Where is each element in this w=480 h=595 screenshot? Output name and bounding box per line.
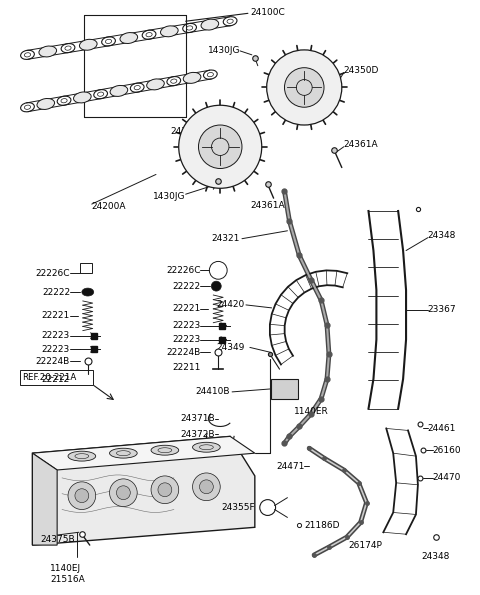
Ellipse shape: [110, 86, 128, 96]
Ellipse shape: [109, 448, 137, 458]
Polygon shape: [33, 436, 255, 470]
Ellipse shape: [82, 288, 94, 296]
Text: 24361A: 24361A: [344, 140, 378, 149]
Circle shape: [117, 486, 130, 500]
Circle shape: [267, 50, 342, 125]
Polygon shape: [33, 436, 255, 545]
Text: 24349: 24349: [216, 343, 245, 352]
Text: 22224B: 22224B: [36, 357, 70, 366]
Bar: [80, 264, 92, 273]
Circle shape: [199, 125, 242, 168]
Ellipse shape: [201, 19, 219, 30]
Text: 24375B: 24375B: [40, 535, 75, 544]
Text: REF.20-221A: REF.20-221A: [23, 372, 77, 381]
Text: 26174P: 26174P: [349, 541, 383, 550]
Ellipse shape: [151, 445, 179, 455]
Text: 22221: 22221: [172, 305, 201, 314]
Text: 26160: 26160: [433, 446, 461, 455]
Ellipse shape: [37, 99, 55, 109]
Text: 24321: 24321: [212, 234, 240, 243]
Text: 24470: 24470: [433, 474, 461, 483]
Circle shape: [211, 281, 221, 291]
Text: 24348: 24348: [421, 552, 450, 561]
Text: 24371B: 24371B: [180, 414, 216, 423]
Ellipse shape: [68, 451, 96, 461]
Polygon shape: [33, 453, 57, 545]
Text: 24100C: 24100C: [250, 8, 285, 17]
Circle shape: [75, 488, 89, 503]
Text: 22212: 22212: [42, 374, 70, 384]
Text: 24410B: 24410B: [196, 387, 230, 396]
Text: 24348: 24348: [428, 231, 456, 240]
Text: 24372B: 24372B: [181, 430, 216, 439]
Text: 22226C: 22226C: [166, 266, 201, 275]
Ellipse shape: [80, 39, 97, 50]
Text: 1430JG: 1430JG: [153, 192, 186, 201]
Circle shape: [285, 68, 324, 107]
Text: 24355F: 24355F: [221, 503, 255, 512]
Text: 22222: 22222: [172, 281, 201, 290]
Circle shape: [151, 476, 179, 503]
Bar: [271, 379, 298, 399]
Text: 22226C: 22226C: [36, 269, 70, 278]
Ellipse shape: [160, 26, 178, 37]
Ellipse shape: [120, 33, 138, 43]
Ellipse shape: [183, 73, 201, 83]
Text: 24350D: 24350D: [344, 66, 379, 75]
Ellipse shape: [147, 79, 164, 90]
Text: 23367: 23367: [428, 305, 456, 314]
Text: 21186D: 21186D: [304, 521, 340, 530]
Text: 22223: 22223: [42, 331, 70, 340]
Text: 24370B: 24370B: [171, 127, 205, 136]
Text: 22224B: 22224B: [166, 348, 201, 357]
Ellipse shape: [39, 46, 57, 57]
Ellipse shape: [192, 442, 220, 452]
Text: 22223: 22223: [172, 335, 201, 344]
Ellipse shape: [73, 92, 91, 103]
Text: 24461: 24461: [428, 424, 456, 433]
Text: 22222: 22222: [42, 287, 70, 296]
Text: 22223: 22223: [42, 345, 70, 354]
Circle shape: [158, 483, 172, 497]
Text: 22223: 22223: [172, 321, 201, 330]
Circle shape: [109, 479, 137, 506]
Text: 22221: 22221: [42, 311, 70, 320]
Text: 24471: 24471: [276, 462, 304, 471]
Text: 21516A: 21516A: [50, 575, 85, 584]
Circle shape: [68, 482, 96, 509]
Text: 1430JG: 1430JG: [207, 46, 240, 55]
Text: 22211: 22211: [172, 363, 201, 372]
Text: 1140ER: 1140ER: [294, 407, 329, 416]
Circle shape: [200, 480, 213, 494]
Circle shape: [192, 473, 220, 500]
Text: 24361A: 24361A: [251, 201, 285, 210]
Text: 24200A: 24200A: [92, 202, 126, 211]
Text: 1140EJ: 1140EJ: [50, 564, 81, 574]
Text: 24420: 24420: [216, 300, 245, 309]
Circle shape: [179, 105, 262, 188]
